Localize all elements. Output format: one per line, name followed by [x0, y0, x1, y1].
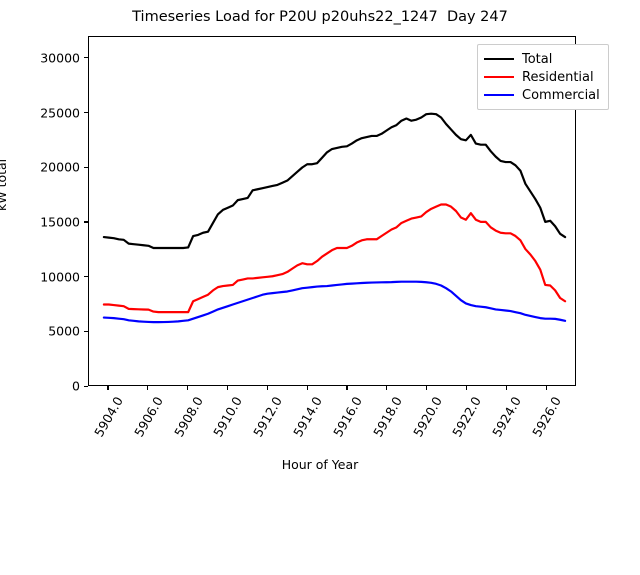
y-tick-label: 0 — [72, 378, 80, 394]
x-tick-mark — [187, 386, 189, 390]
x-tick-mark — [505, 386, 507, 390]
legend-item-commercial: Commercial — [484, 86, 600, 104]
x-tick-mark — [226, 386, 229, 390]
legend-label-total: Total — [522, 51, 553, 67]
y-tick-label: 20000 — [40, 159, 80, 175]
line-series-total — [102, 112, 567, 250]
y-tick-mark — [84, 330, 88, 332]
legend-swatch-commercial — [484, 94, 514, 96]
y-tick-mark — [84, 57, 88, 59]
y-tick-label: 15000 — [40, 214, 80, 230]
legend-item-total: Total — [484, 50, 600, 68]
line-series-commercial — [102, 280, 567, 324]
x-tick-mark — [147, 386, 149, 390]
legend-label-residential: Residential — [522, 69, 594, 85]
y-tick-mark — [84, 112, 88, 114]
y-tick-mark — [84, 385, 88, 387]
y-tick-label: 30000 — [40, 50, 80, 66]
plot-lines — [102, 112, 567, 324]
x-tick-mark — [465, 386, 468, 390]
chart-figure: Timeseries Load for P20U p20uhs22_1247 D… — [0, 9, 609, 472]
y-tick-mark — [84, 166, 88, 168]
y-tick-mark — [84, 276, 88, 278]
y-tick-mark — [84, 221, 88, 223]
legend-item-residential: Residential — [484, 68, 600, 86]
x-tick-mark — [426, 386, 428, 390]
line-series-residential — [102, 203, 567, 314]
y-axis-label: kW total — [0, 158, 9, 211]
x-axis-label: Hour of Year — [281, 457, 359, 472]
x-tick-mark — [306, 386, 308, 390]
chart-legend: Total Residential Commercial — [477, 44, 609, 110]
x-tick-mark — [545, 386, 547, 390]
x-tick-mark — [266, 386, 268, 390]
x-tick-mark — [386, 386, 388, 390]
y-tick-label: 5000 — [48, 323, 80, 339]
legend-label-commercial: Commercial — [522, 87, 600, 103]
x-tick-mark — [107, 386, 109, 390]
chart-title: Timeseries Load for P20U p20uhs22_1247 D… — [132, 9, 508, 25]
y-tick-label: 25000 — [40, 105, 80, 121]
x-tick-mark — [346, 386, 348, 390]
y-tick-label: 10000 — [40, 269, 80, 285]
legend-swatch-residential — [484, 76, 514, 78]
legend-swatch-total — [484, 58, 514, 60]
